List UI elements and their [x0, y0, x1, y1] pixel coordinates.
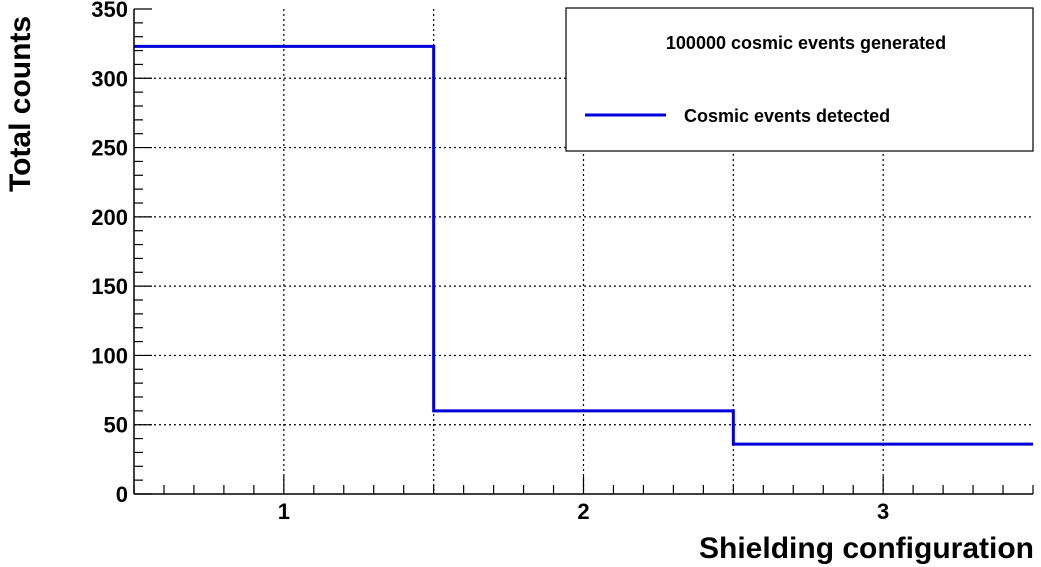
y-tick-label: 250	[91, 136, 128, 161]
y-axis-title: Total counts	[4, 16, 37, 192]
legend-header: 100000 cosmic events generated	[666, 33, 946, 53]
y-tick-label: 300	[91, 66, 128, 91]
y-tick-label: 150	[91, 274, 128, 299]
legend-entry-cosmic-events: Cosmic events detected	[684, 106, 890, 126]
data-series	[134, 44, 1033, 446]
series-step-line	[134, 44, 1033, 446]
y-tick-label: 0	[116, 482, 128, 507]
y-tick-label: 50	[104, 413, 128, 438]
y-tick-label: 100	[91, 343, 128, 368]
x-tick-label: 3	[877, 499, 889, 524]
axis-ticks	[133, 8, 1034, 495]
legend-frame	[565, 7, 1034, 152]
x-tick-label: 1	[278, 499, 290, 524]
y-tick-label: 350	[91, 0, 128, 22]
x-tick-label: 2	[577, 499, 589, 524]
tick-labels: 0 50 100 150 200 250 300 350 1 2 3	[91, 0, 889, 524]
legend-box: 100000 cosmic events generated Cosmic ev…	[565, 7, 1034, 152]
x-axis-title: Shielding configuration	[699, 532, 1034, 565]
y-tick-label: 200	[91, 205, 128, 230]
